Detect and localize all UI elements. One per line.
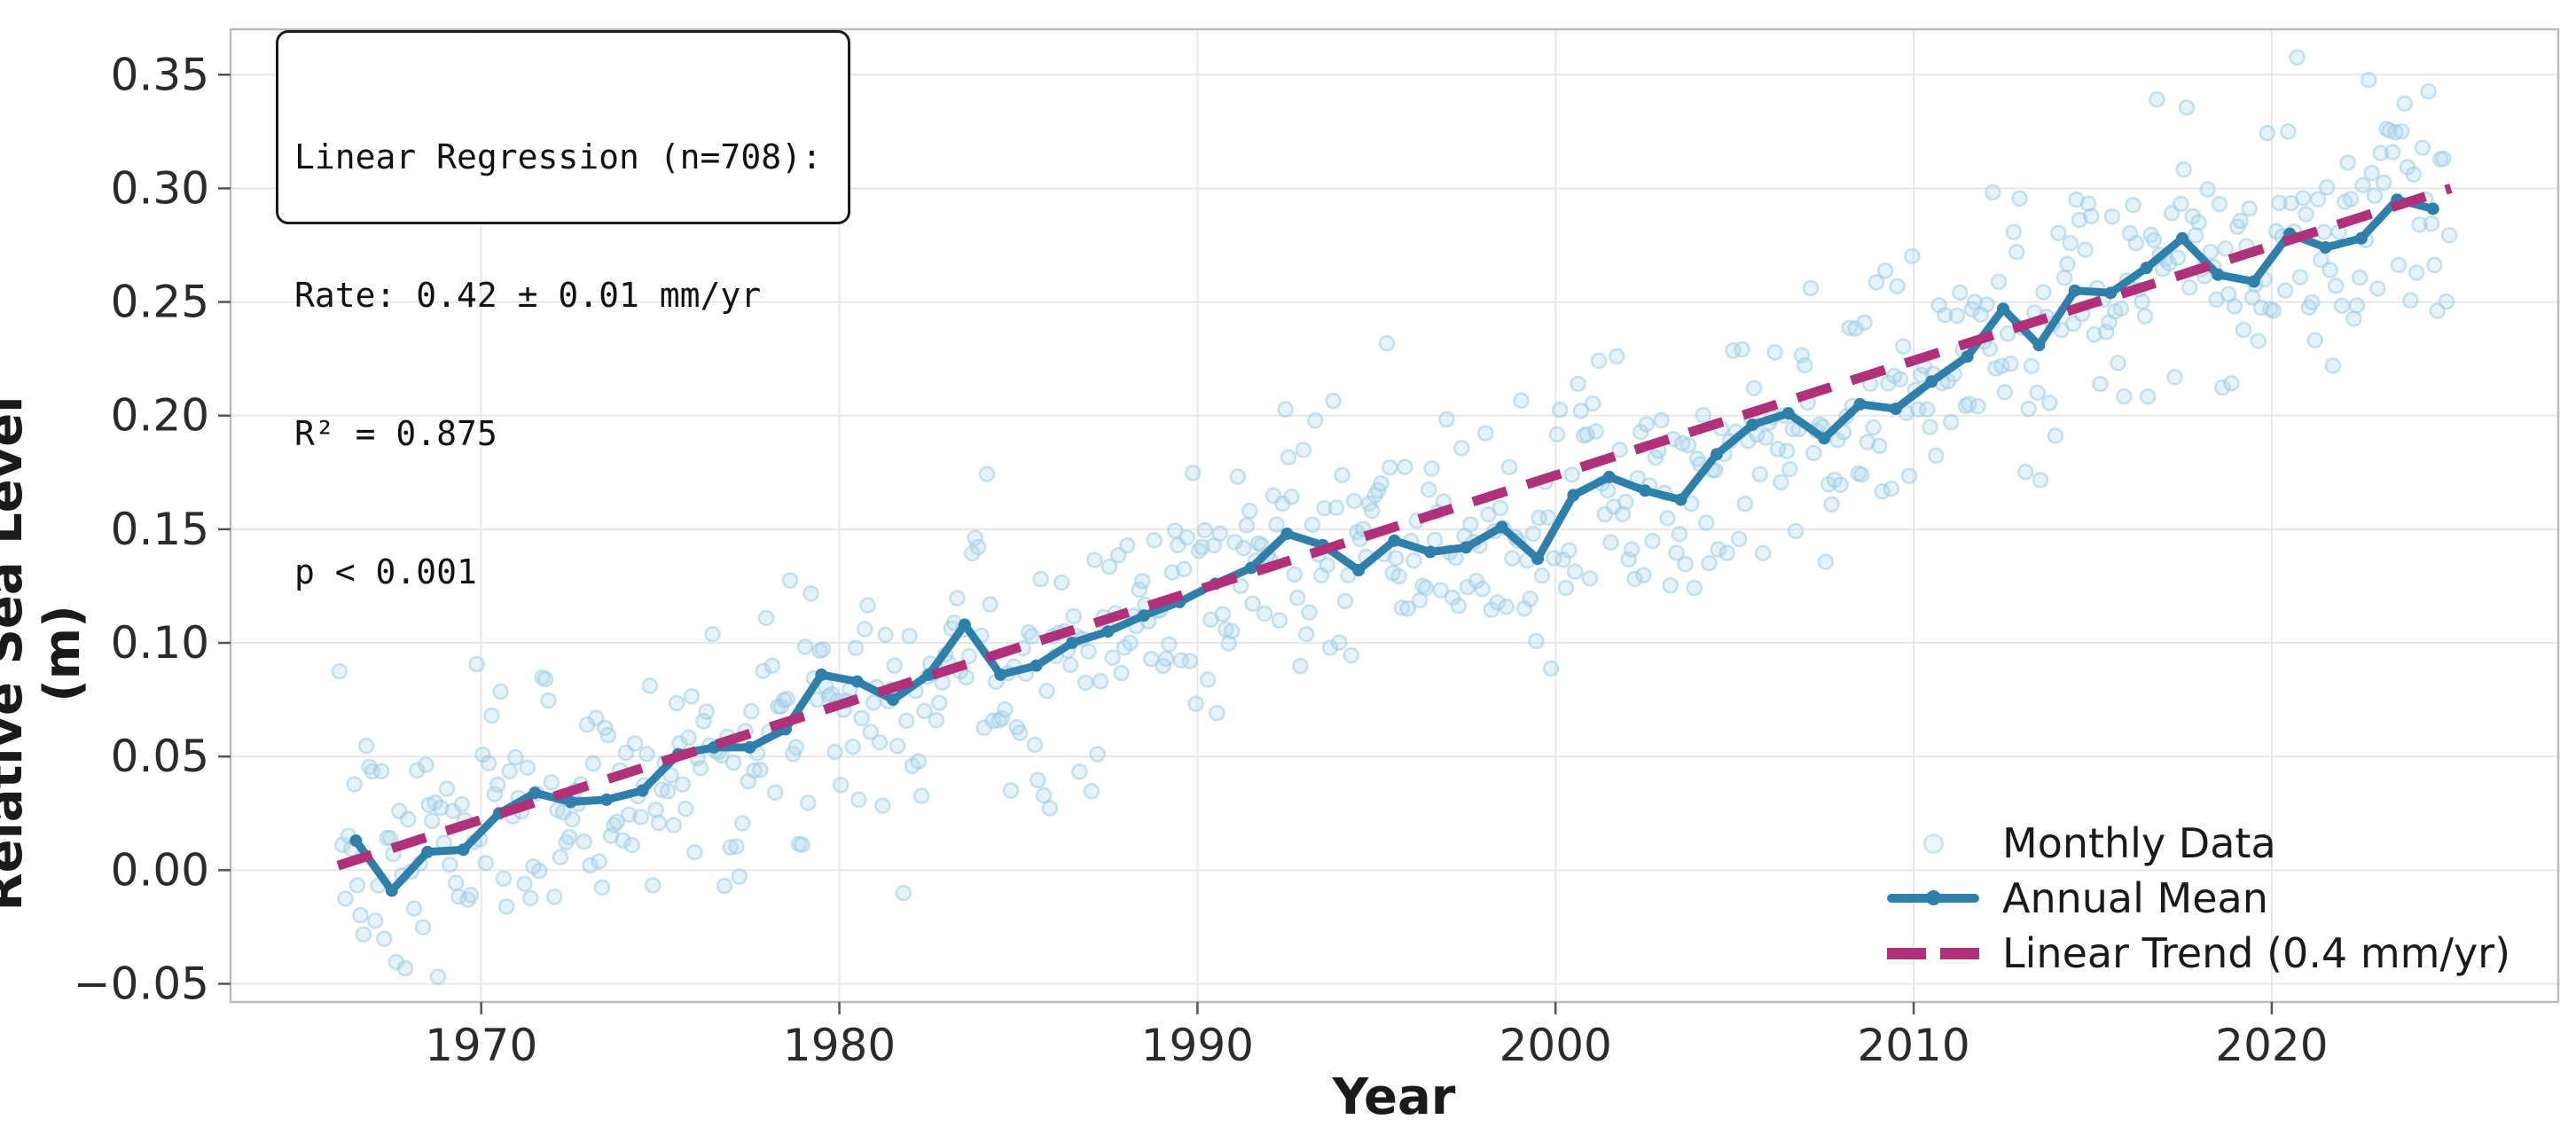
svg-text:2000: 2000	[1499, 1020, 1612, 1071]
stats-line-regression: Linear Regression (n=708):	[294, 137, 822, 176]
stats-line-r2: R² = 0.875	[294, 414, 497, 453]
svg-text:0.30: 0.30	[111, 162, 209, 214]
stats-line-rate: Rate: 0.42 ± 0.01 mm/yr	[294, 276, 762, 315]
legend-label-linear-trend: Linear Trend (0.4 mm/yr)	[2002, 929, 2511, 977]
svg-text:1980: 1980	[783, 1020, 896, 1071]
legend-label-monthly-data: Monthly Data	[2002, 819, 2276, 867]
svg-text:−0.05: −0.05	[74, 958, 209, 1009]
svg-text:0.20: 0.20	[111, 390, 209, 442]
svg-text:1990: 1990	[1141, 1020, 1254, 1071]
y-axis-title: Relative Sea Level (m)	[0, 395, 91, 912]
legend-label-annual-mean: Annual Mean	[2002, 874, 2268, 922]
x-axis-title: Year	[1332, 1068, 1456, 1126]
legend-item-linear-trend: Linear Trend (0.4 mm/yr)	[1887, 926, 2510, 981]
svg-text:0.35: 0.35	[111, 49, 209, 100]
svg-text:0.15: 0.15	[111, 504, 209, 555]
svg-text:0.10: 0.10	[111, 617, 209, 669]
legend-item-monthly-data: Monthly Data	[1887, 816, 2510, 871]
stats-line-pvalue: p < 0.001	[294, 552, 477, 591]
svg-text:2020: 2020	[2215, 1020, 2328, 1071]
svg-text:0.25: 0.25	[111, 277, 209, 328]
regression-stats-box: Linear Regression (n=708): Rate: 0.42 ± …	[276, 30, 850, 591]
svg-text:2010: 2010	[1857, 1020, 1969, 1071]
linear-trend-dash-icon	[1887, 947, 1979, 959]
svg-text:1970: 1970	[425, 1020, 537, 1071]
annual-mean-line-icon	[1887, 890, 1979, 905]
monthly-data-marker-icon	[1887, 833, 1979, 854]
svg-text:0.05: 0.05	[111, 731, 209, 782]
legend-item-annual-mean: Annual Mean	[1887, 871, 2510, 926]
svg-text:0.00: 0.00	[111, 844, 209, 896]
legend: Monthly Data Annual Mean Linear Trend (0…	[1887, 816, 2510, 981]
